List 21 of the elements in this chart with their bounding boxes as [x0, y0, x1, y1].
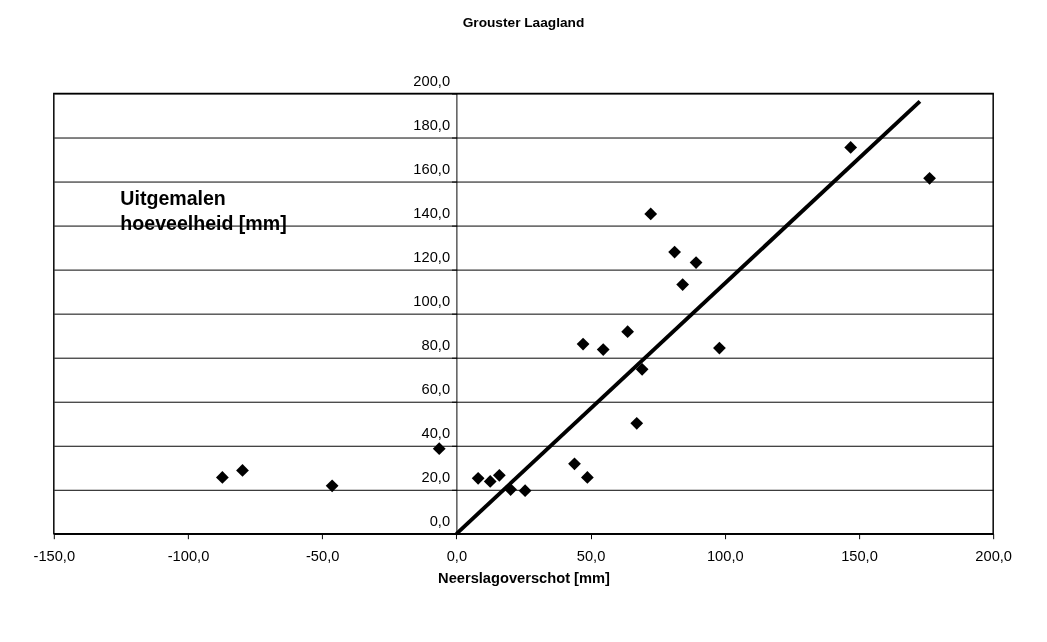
y-tick-label: 200,0 [413, 73, 451, 90]
y-tick-label: 80,0 [421, 337, 451, 354]
x-tick-label: 150,0 [841, 547, 878, 564]
y-tick-label: 140,0 [413, 205, 451, 222]
y-tick-label: 180,0 [413, 117, 451, 134]
x-tick-label: 200,0 [975, 547, 1013, 564]
chart-title: Grouster Laagland [462, 14, 585, 30]
y-tick-label: 40,0 [421, 425, 451, 442]
y-tick-label: 100,0 [413, 293, 451, 310]
x-axis-title: Neerslagoverschot [mm] [438, 570, 611, 587]
x-tick-label: 50,0 [576, 547, 606, 564]
y-tick-label: 0,0 [429, 513, 451, 530]
x-tick-label: -100,0 [167, 547, 210, 564]
x-tick-label: -50,0 [305, 547, 340, 564]
x-tick-label: 100,0 [706, 547, 744, 564]
y-tick-label: 20,0 [421, 469, 451, 486]
y-tick-label: 120,0 [413, 249, 451, 266]
x-tick-label: 0,0 [446, 547, 468, 564]
x-tick-label: -150,0 [33, 547, 76, 564]
y-tick-label: 60,0 [421, 381, 451, 398]
y-tick-label: 160,0 [413, 161, 451, 178]
